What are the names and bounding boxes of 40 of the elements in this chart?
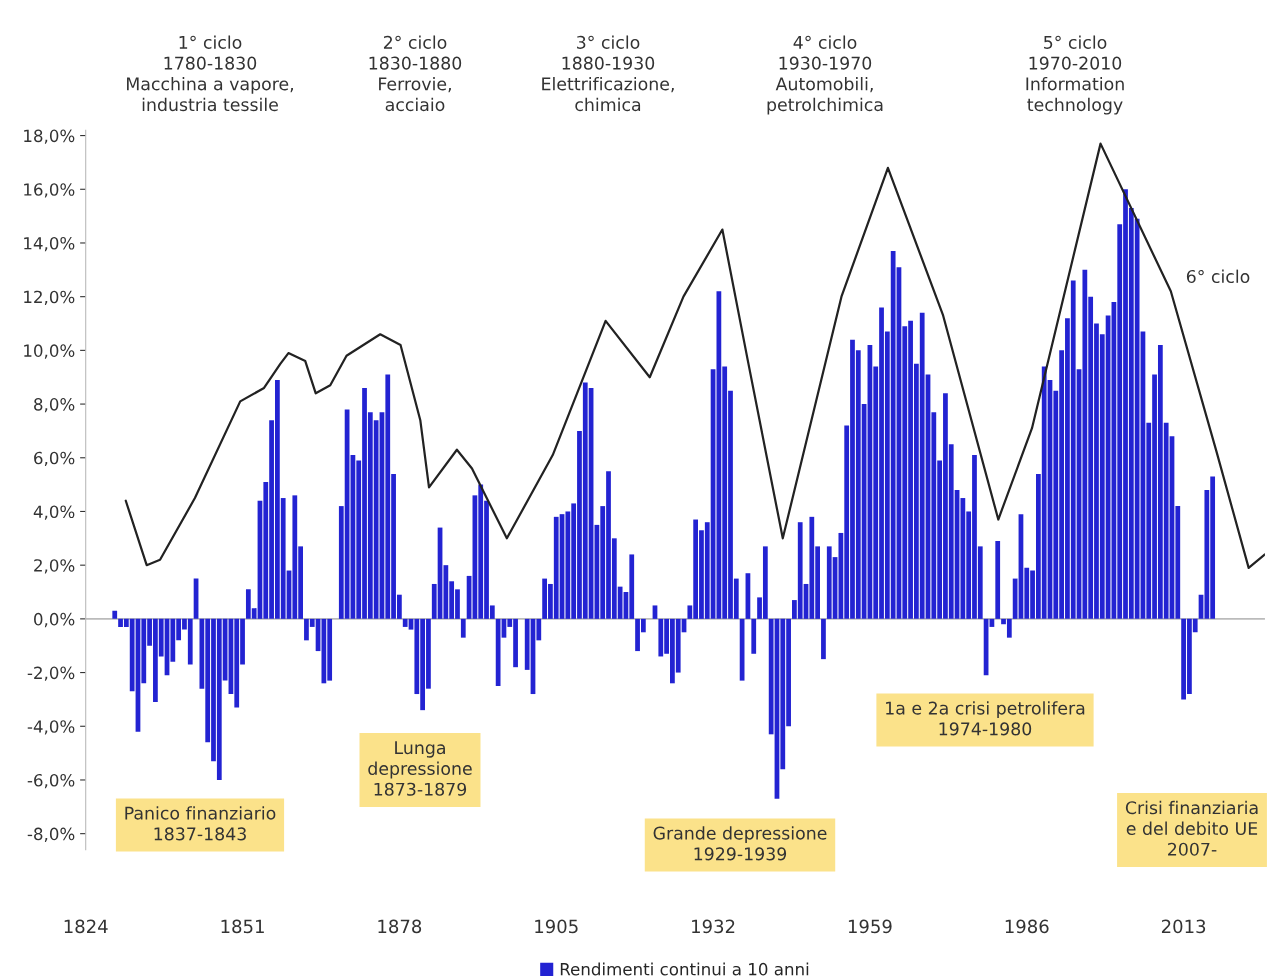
y-tick-label: 10,0%	[24, 344, 75, 359]
annotation: Crisi finanziaria e del debito UE 2007-	[1125, 800, 1258, 856]
x-tick-label: 1905	[535, 919, 578, 934]
bar	[112, 610, 118, 619]
y-tick-label: -4,0%	[27, 720, 75, 735]
y-tick-label: 12,0%	[24, 290, 75, 305]
annotation: 1a e 2a crisi petrolifera 1974-1980	[886, 701, 1085, 736]
x-tick-label: 1824	[64, 919, 108, 934]
y-tick-label: 8,0%	[34, 398, 75, 413]
text: 4° ciclo 1930-1970 Automobili, petrolchimica	[767, 35, 883, 115]
x-tick-label: 1932	[692, 919, 735, 934]
line-series	[124, 142, 1265, 569]
y-tick-label: 16,0%	[24, 183, 75, 198]
y-tick-label: 14,0%	[24, 236, 75, 252]
annotation: Grande depressione 1929-1939	[653, 826, 827, 861]
x-tick-label: 2013	[1161, 919, 1206, 934]
y-tick-label: -6,0%	[27, 773, 75, 789]
y-tick-label: 2,0%	[34, 559, 75, 574]
y-tick-label: 4,0%	[33, 505, 75, 520]
y-tick-label: 0,0%	[34, 612, 75, 628]
y-tick-label: 18,0%	[24, 129, 75, 144]
y-tick-label: 6,0%	[34, 451, 75, 467]
text: 3° ciclo 1880-1930 Elettrificazione, chimica	[542, 35, 674, 112]
text: 2° ciclo 1830-1880 Ferrovie, acciaio	[369, 35, 462, 112]
annotation: Lunga depressione 1873-1879	[368, 741, 472, 796]
y-tick-label: -2,0%	[27, 666, 75, 681]
x-tick-label: 1851	[221, 919, 264, 934]
bar	[995, 541, 1001, 619]
bar	[821, 618, 826, 660]
x-tick-label: 1986	[1005, 919, 1049, 934]
legend-label: Rendimenti continui a 10 anni	[560, 962, 809, 976]
bar	[460, 618, 466, 638]
x-tick-label: 1959	[848, 919, 892, 934]
annotation: 6° ciclo	[1186, 269, 1250, 284]
bar	[751, 618, 757, 654]
text: 1° ciclo 1780-1830 Macchina a vapore, industria tessile	[127, 35, 293, 112]
x-tick-label: 1878	[378, 919, 422, 934]
y-tick-label: -8,0%	[27, 827, 75, 842]
text: 5° ciclo 1970-2010 Information technology	[1026, 35, 1124, 115]
annotation: Panico finanziario 1837-1843	[125, 806, 276, 841]
